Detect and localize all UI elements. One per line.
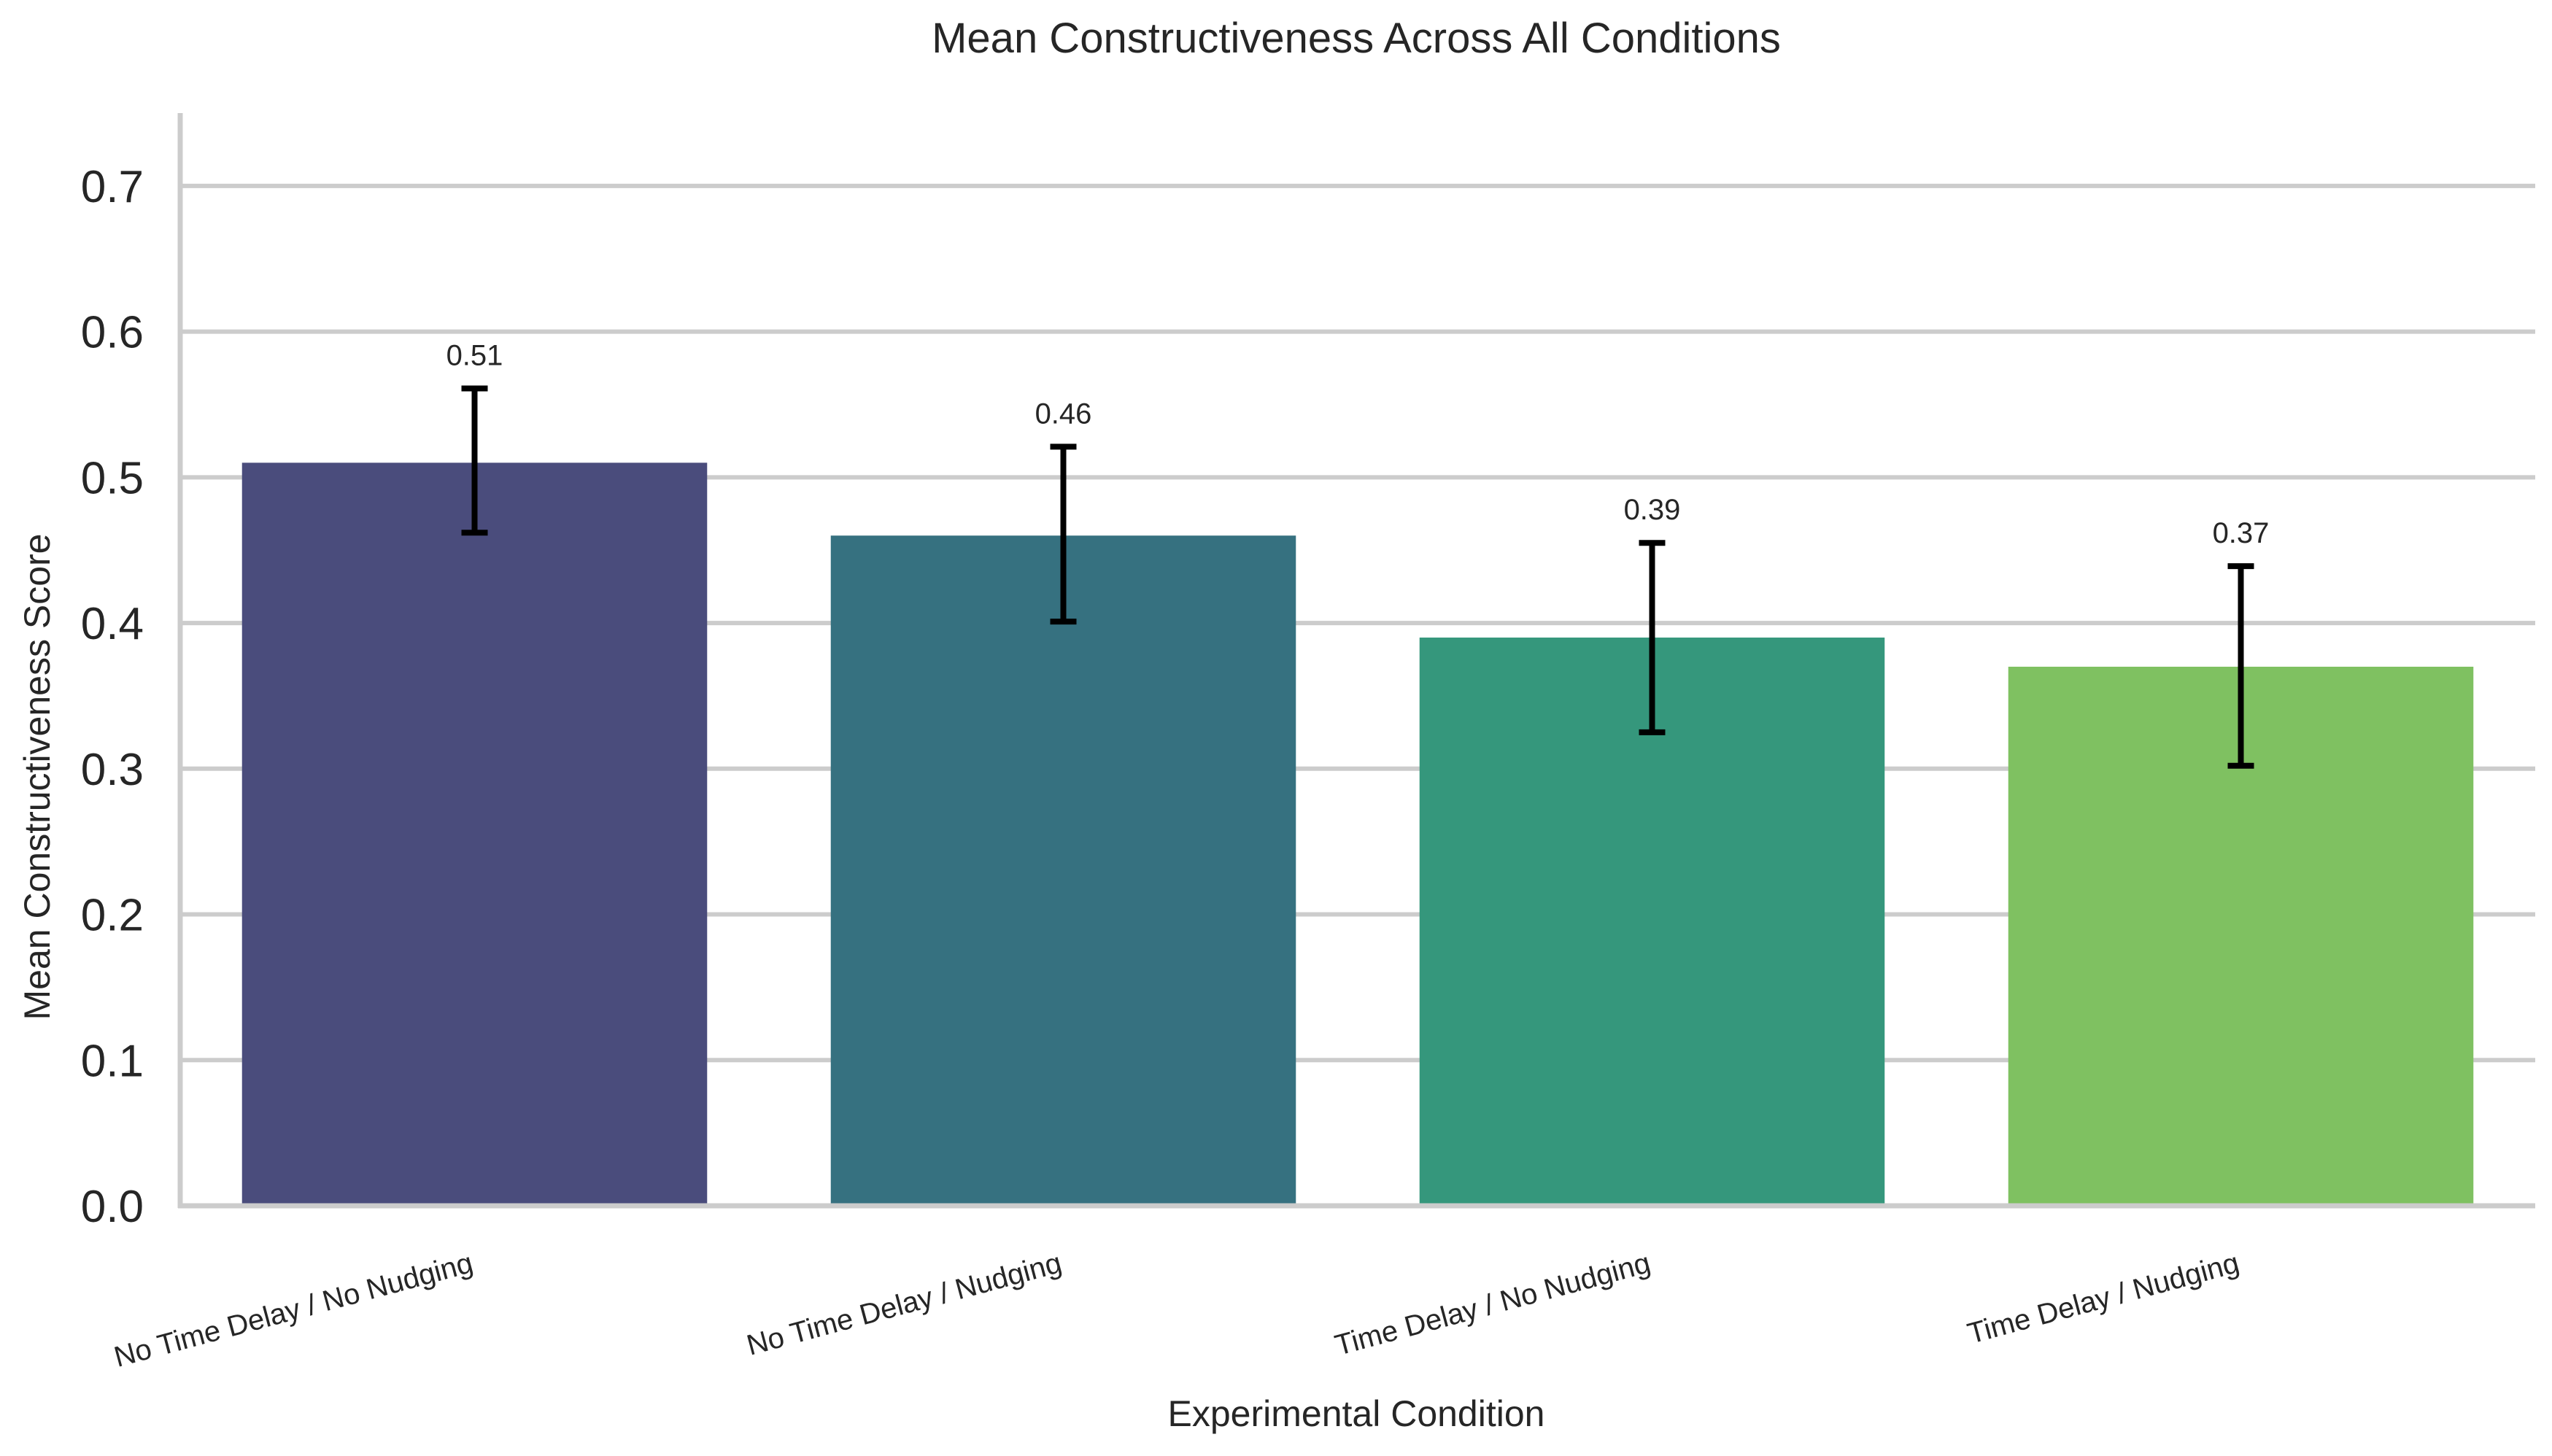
data-label: 0.51	[446, 339, 503, 371]
y-axis-title: Mean Constructiveness Score	[17, 534, 58, 1021]
y-tick-label: 0.3	[81, 745, 144, 795]
x-tick-label: Time Delay / Nudging	[1964, 1247, 2242, 1350]
data-label: 0.37	[2213, 517, 2270, 549]
y-tick-label: 0.5	[81, 453, 144, 503]
y-tick-label: 0.2	[81, 891, 144, 941]
y-tick-label: 0.6	[81, 308, 144, 358]
y-tick-label: 0.4	[81, 599, 144, 649]
x-tick-labels: No Time Delay / No Nudging No Time Delay …	[111, 1247, 2243, 1374]
data-labels: 0.51 0.46 0.39 0.37	[446, 339, 2270, 549]
bar	[241, 462, 708, 1204]
data-label: 0.46	[1035, 398, 1092, 430]
data-label: 0.39	[1624, 494, 1681, 526]
y-tick-label: 0.0	[81, 1182, 144, 1232]
x-tick-label: No Time Delay / No Nudging	[111, 1247, 476, 1374]
bars	[241, 462, 2474, 1204]
axes	[177, 113, 2535, 1209]
x-axis-title: Experimental Condition	[1168, 1393, 1545, 1434]
y-tick-labels: 0.0 0.1 0.2 0.3 0.4 0.5 0.6 0.7	[81, 162, 144, 1232]
x-tick-label: Time Delay / No Nudging	[1331, 1247, 1654, 1362]
error-bars	[461, 385, 2254, 769]
x-tick-label: No Time Delay / Nudging	[743, 1247, 1065, 1362]
bar	[830, 535, 1296, 1204]
y-tick-label: 0.1	[81, 1036, 144, 1086]
y-tick-label: 0.7	[81, 162, 144, 212]
chart-title: Mean Constructiveness Across All Conditi…	[932, 15, 1781, 62]
